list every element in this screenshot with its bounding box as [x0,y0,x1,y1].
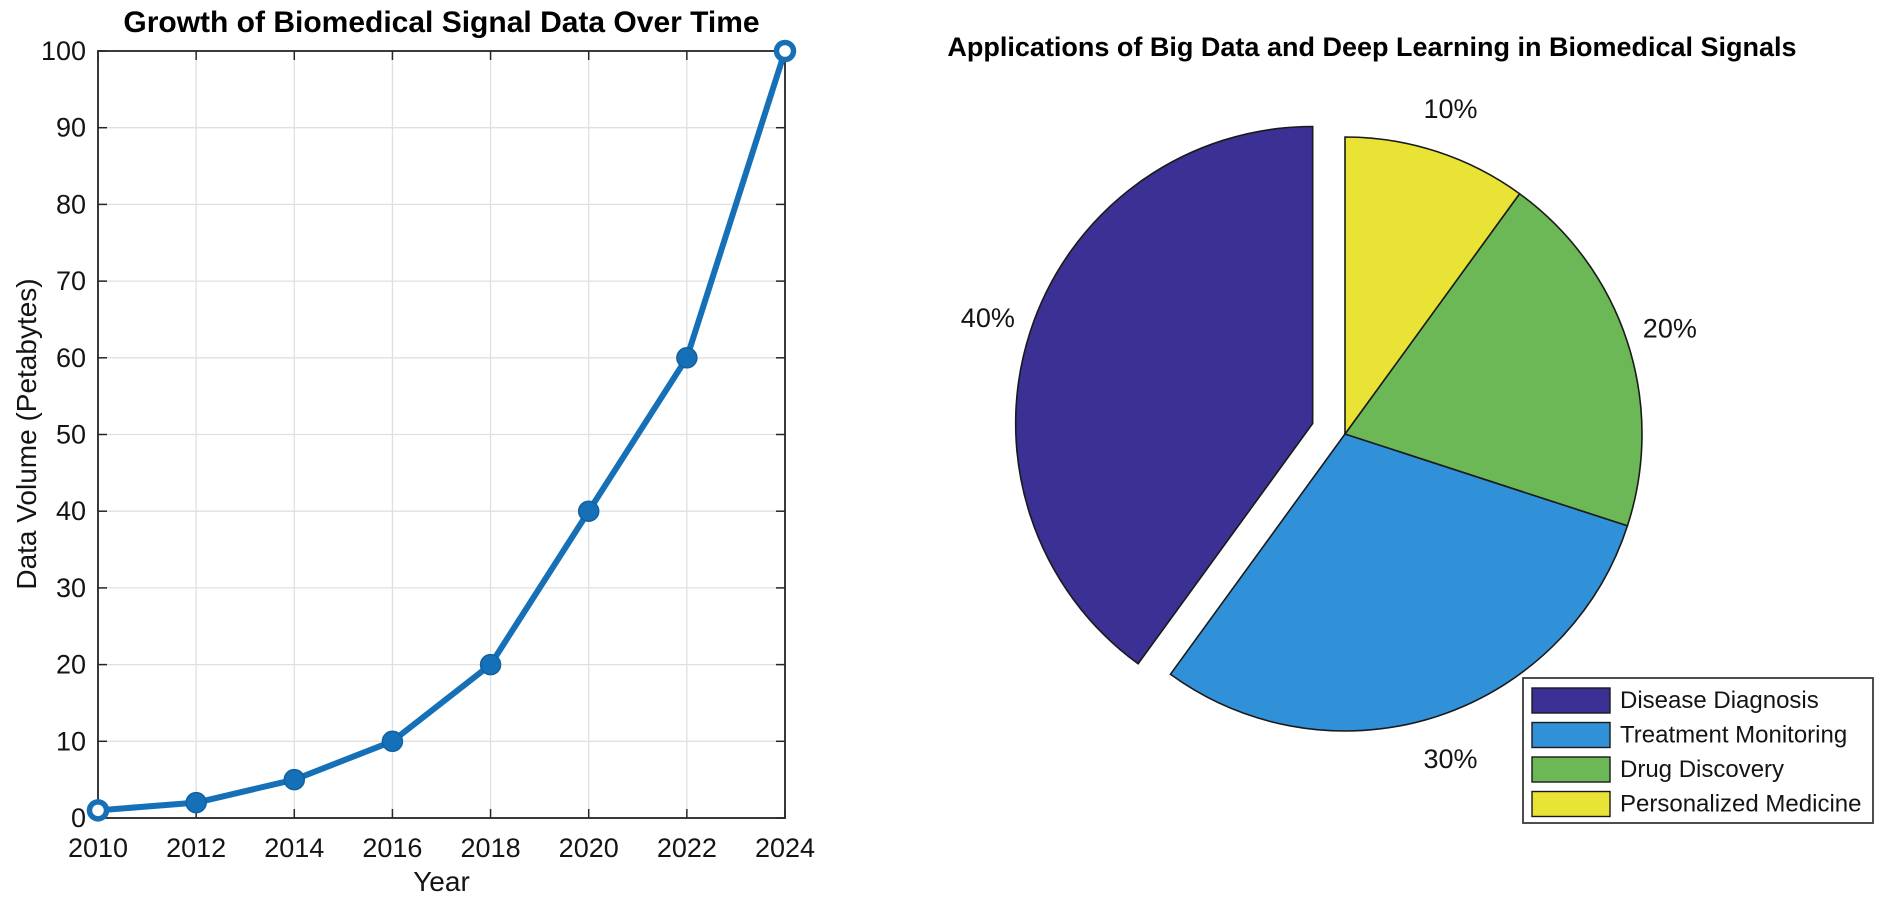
data-point [185,791,207,814]
pie-slice-disease-diagnosis [1014,125,1314,665]
legend-label-drug-discovery: Drug Discovery [1620,756,1784,783]
data-point [283,768,306,791]
pie-chart-slices [1014,125,1643,732]
x-tick-label: 2022 [657,833,717,863]
legend-label-disease-diagnosis: Disease Diagnosis [1620,687,1819,714]
y-tick-label: 80 [56,189,86,219]
legend-swatch-disease-diagnosis [1531,687,1611,714]
legend-swatch-personalized-medicine [1531,790,1611,818]
y-tick-label: 70 [56,266,86,296]
y-tick-label: 40 [56,496,86,526]
data-point [86,799,110,822]
pie-chart-title: Applications of Big Data and Deep Learni… [947,32,1797,62]
y-tick-label: 60 [56,343,86,373]
x-tick-label: 2016 [362,833,422,863]
pie-chart-percent-labels: 40% 30% 20% 10% [961,94,1697,774]
pie-percent-label: 30% [1424,744,1478,774]
pie-percent-label: 40% [961,303,1015,333]
x-tick-label: 2024 [755,833,815,863]
y-tick-label: 100 [41,36,86,66]
line-chart-axes [97,50,786,819]
pie-percent-label: 20% [1643,313,1697,343]
legend-swatch-drug-discovery [1531,756,1611,783]
line-chart-title: Growth of Biomedical Signal Data Over Ti… [123,6,760,39]
pie-percent-label: 10% [1424,94,1478,124]
x-tick-label: 2012 [166,833,226,863]
data-point [479,653,502,676]
pie-slice-treatment-monitoring [1169,433,1629,732]
data-line [95,48,788,814]
legend-label-personalized-medicine: Personalized Medicine [1620,791,1861,818]
line-chart-series [86,39,797,822]
y-tick-label: 10 [56,726,86,756]
line-chart-tick-labels: 2010 2012 2014 2016 2018 2020 2022 2024 0 10 20 30 4… [41,36,815,863]
pie-legend: Disease Diagnosis Treatment Monitoring Dru… [1522,677,1874,824]
pie-slice-personalized-medicine [1344,136,1521,437]
x-axis-label: Year [413,866,470,897]
legend-swatch-treatment-monitoring [1531,721,1611,749]
y-tick-label: 0 [71,803,86,833]
y-tick-label: 50 [56,420,86,450]
x-tick-label: 2020 [559,833,619,863]
data-point [577,500,600,522]
data-point [381,730,404,753]
x-tick-label: 2018 [461,833,521,863]
y-tick-label: 30 [56,573,86,603]
y-tick-label: 20 [56,650,86,680]
data-point [676,347,698,369]
x-tick-label: 2014 [264,833,324,863]
legend-label-treatment-monitoring: Treatment Monitoring [1620,722,1847,749]
x-tick-label: 2010 [68,833,128,863]
pie-slice-drug-discovery [1343,192,1643,527]
y-tick-label: 90 [56,113,86,143]
data-point [773,39,797,63]
